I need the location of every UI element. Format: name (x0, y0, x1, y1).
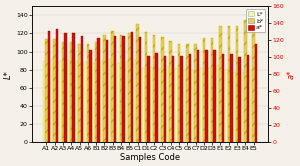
Bar (120, 35, 122, 142)
Bar (172, 56, 175, 142)
Bar (84, 62, 87, 142)
Bar (175, 68, 178, 142)
Bar (252, 20, 255, 142)
Bar (205, 50, 208, 142)
Bar (48, 31, 50, 142)
Bar (122, 36, 125, 142)
Bar (233, 72, 236, 142)
Bar (189, 54, 191, 142)
Bar (186, 44, 189, 142)
Bar (117, 63, 120, 142)
Bar (213, 50, 216, 142)
Bar (230, 54, 232, 142)
Bar (180, 55, 183, 142)
Bar (150, 67, 153, 142)
Bar (159, 68, 161, 142)
Bar (70, 42, 73, 142)
Bar (136, 24, 139, 142)
Bar (250, 70, 252, 142)
Bar (197, 50, 199, 142)
Bar (236, 26, 238, 142)
Bar (238, 57, 241, 142)
Bar (101, 61, 103, 142)
Bar (161, 37, 164, 142)
Bar (219, 26, 222, 142)
Bar (92, 63, 95, 142)
Y-axis label: a*: a* (287, 70, 296, 79)
Bar (43, 61, 45, 142)
Bar (200, 68, 203, 142)
Bar (68, 60, 70, 142)
Bar (64, 33, 67, 142)
Bar (97, 39, 100, 142)
Bar (167, 66, 170, 142)
Y-axis label: L*: L* (4, 70, 13, 79)
Bar (73, 33, 75, 142)
Bar (208, 68, 211, 142)
Bar (242, 72, 244, 142)
Bar (178, 44, 180, 142)
Bar (87, 44, 89, 142)
Bar (76, 61, 78, 142)
Bar (109, 59, 111, 142)
Bar (81, 36, 83, 142)
Bar (217, 65, 219, 142)
Bar (153, 35, 155, 142)
Bar (62, 42, 64, 142)
Bar (51, 59, 53, 142)
Bar (139, 37, 141, 142)
Bar (184, 70, 186, 142)
X-axis label: Samples Code: Samples Code (120, 153, 180, 162)
Bar (134, 60, 136, 142)
Bar (128, 33, 130, 142)
Bar (111, 31, 114, 142)
Bar (203, 38, 205, 142)
Bar (194, 44, 197, 142)
Bar (56, 29, 58, 142)
Bar (164, 56, 166, 142)
Bar (106, 40, 108, 142)
Bar (169, 41, 172, 142)
Bar (45, 39, 48, 142)
Bar (125, 61, 128, 142)
Bar (227, 26, 230, 142)
Bar (192, 70, 194, 142)
Bar (247, 55, 249, 142)
Bar (222, 54, 224, 142)
Bar (59, 61, 62, 142)
Bar (244, 20, 247, 142)
Bar (255, 44, 257, 142)
Bar (89, 50, 92, 142)
Bar (53, 39, 56, 142)
Bar (211, 38, 213, 142)
Bar (142, 68, 145, 142)
Bar (225, 70, 227, 142)
Legend: L*, b*, a*: L*, b*, a* (246, 9, 265, 32)
Bar (78, 44, 81, 142)
Bar (145, 32, 147, 142)
Bar (103, 35, 106, 142)
Bar (155, 53, 158, 142)
Bar (95, 42, 97, 142)
Bar (130, 32, 133, 142)
Bar (147, 56, 150, 142)
Bar (114, 36, 116, 142)
